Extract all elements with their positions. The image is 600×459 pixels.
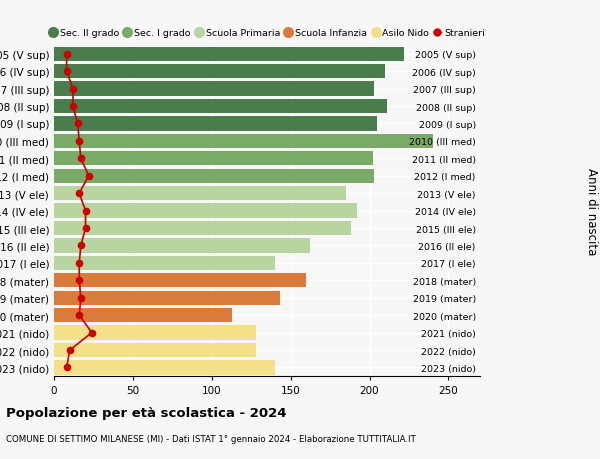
Bar (54, 134, 433, 149)
Bar (54, 82, 374, 96)
Bar (54, 361, 275, 375)
Bar (54, 47, 404, 62)
Bar (54, 221, 350, 235)
Bar (54, 343, 256, 358)
Bar (54, 117, 377, 131)
Bar (54, 326, 256, 340)
Bar (54, 169, 374, 184)
Text: Popolazione per età scolastica - 2024: Popolazione per età scolastica - 2024 (6, 406, 287, 419)
Text: Anni di nascita: Anni di nascita (584, 168, 598, 255)
Bar (54, 152, 373, 166)
Bar (54, 308, 232, 323)
Bar (54, 65, 385, 79)
Bar (54, 256, 275, 270)
Legend: Sec. II grado, Sec. I grado, Scuola Primaria, Scuola Infanzia, Asilo Nido, Stran: Sec. II grado, Sec. I grado, Scuola Prim… (49, 29, 485, 38)
Text: COMUNE DI SETTIMO MILANESE (MI) - Dati ISTAT 1° gennaio 2024 - Elaborazione TUTT: COMUNE DI SETTIMO MILANESE (MI) - Dati I… (6, 434, 416, 443)
Bar (54, 239, 310, 253)
Bar (54, 187, 346, 201)
Bar (54, 204, 357, 218)
Bar (54, 274, 307, 288)
Bar (54, 291, 280, 305)
Bar (54, 100, 387, 114)
